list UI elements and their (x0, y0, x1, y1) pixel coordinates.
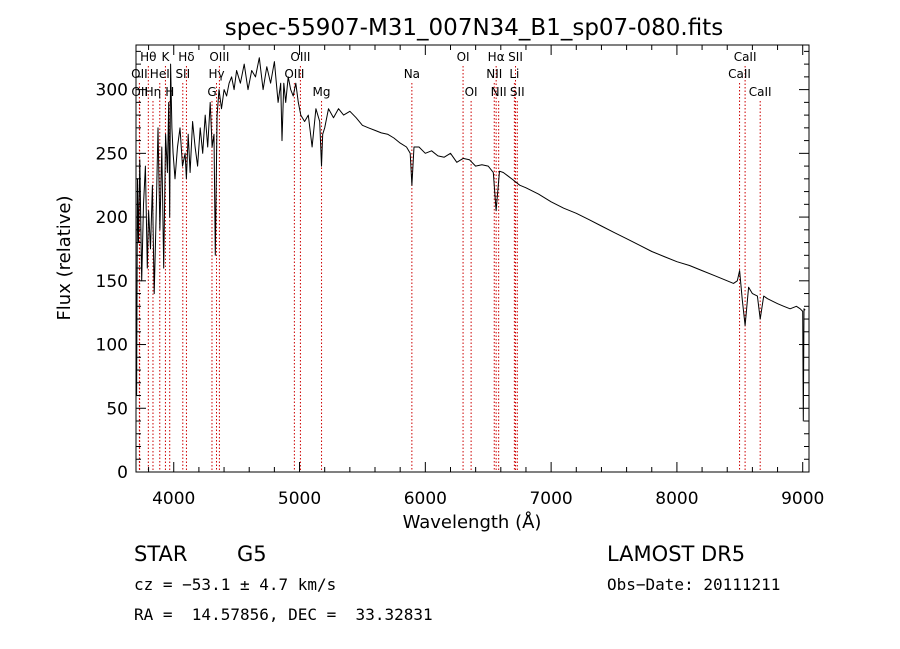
subclass: G5 (237, 542, 267, 566)
spectrum-line (136, 57, 806, 422)
plot-frame (135, 44, 810, 473)
object-class: STAR (134, 542, 188, 566)
line-marker-label: SII (510, 85, 525, 99)
emission-line-labels: HθOIIOIIHeIHηKHHδSIIOIIIHγGOIIIOIIIMgNaO… (131, 50, 771, 99)
line-marker-label: OIII (284, 67, 304, 81)
x-axis-label: Wavelength (Å) (403, 511, 542, 533)
y-tick-label: 150 (96, 272, 128, 292)
y-tick-label: 100 (96, 336, 128, 356)
line-marker-label: OIII (290, 50, 310, 64)
line-marker-label: K (161, 50, 170, 64)
line-marker-label: SII (175, 67, 190, 81)
y-tick-label: 300 (96, 81, 128, 101)
survey-name: LAMOST DR5 (607, 542, 746, 566)
line-marker-label: OI (465, 85, 478, 99)
line-marker-label: Li (509, 67, 519, 81)
chart-title: spec-55907-M31_007N34_B1_sp07-080.fits (225, 15, 723, 41)
line-marker-label: H (165, 85, 174, 99)
y-axis-label: Flux (relative) (54, 195, 75, 320)
y-tick-label: 200 (96, 208, 128, 228)
line-marker-label: Na (404, 67, 420, 81)
line-marker-label: OIII (209, 50, 229, 64)
observation-date: Obs−Date: 20111211 (607, 575, 781, 594)
line-marker-label: Hα (488, 50, 505, 64)
coordinates: RA = 14.57856, DEC = 33.32831 (134, 605, 433, 624)
line-marker-label: G (207, 85, 216, 99)
line-marker-label: HeI (150, 67, 170, 81)
y-tick-label: 250 (96, 144, 128, 164)
emission-line-markers (138, 66, 761, 472)
x-tick-label: 6000 (404, 489, 447, 509)
line-marker-label: OI (457, 50, 470, 64)
line-marker-label: Hη (145, 85, 162, 99)
x-tick-label: 5000 (278, 489, 321, 509)
line-marker-label: NII (491, 85, 507, 99)
x-axis-ticks: 4000 5000 6000 7000 8000 9000 (148, 45, 824, 509)
line-marker-label: NII (486, 67, 502, 81)
line-marker-label: CaII (749, 85, 772, 99)
y-axis-ticks: 0 50 100 150 200 250 300 (96, 50, 809, 483)
line-marker-label: CaII (734, 50, 757, 64)
redshift-velocity: cz = −53.1 ± 4.7 km/s (134, 575, 337, 594)
line-marker-label: Hδ (178, 50, 194, 64)
x-tick-label: 4000 (152, 489, 195, 509)
line-marker-label: Hγ (208, 67, 224, 81)
x-tick-label: 8000 (655, 489, 698, 509)
line-marker-label: SII (508, 50, 523, 64)
line-marker-label: Hθ (140, 50, 156, 64)
y-tick-label: 50 (106, 399, 128, 419)
line-marker-label: CaII (728, 67, 751, 81)
x-tick-label: 7000 (529, 489, 572, 509)
line-marker-label: Mg (313, 85, 331, 99)
y-tick-label: 0 (117, 463, 128, 483)
x-tick-label: 9000 (781, 489, 824, 509)
line-marker-label: OII (131, 67, 148, 81)
